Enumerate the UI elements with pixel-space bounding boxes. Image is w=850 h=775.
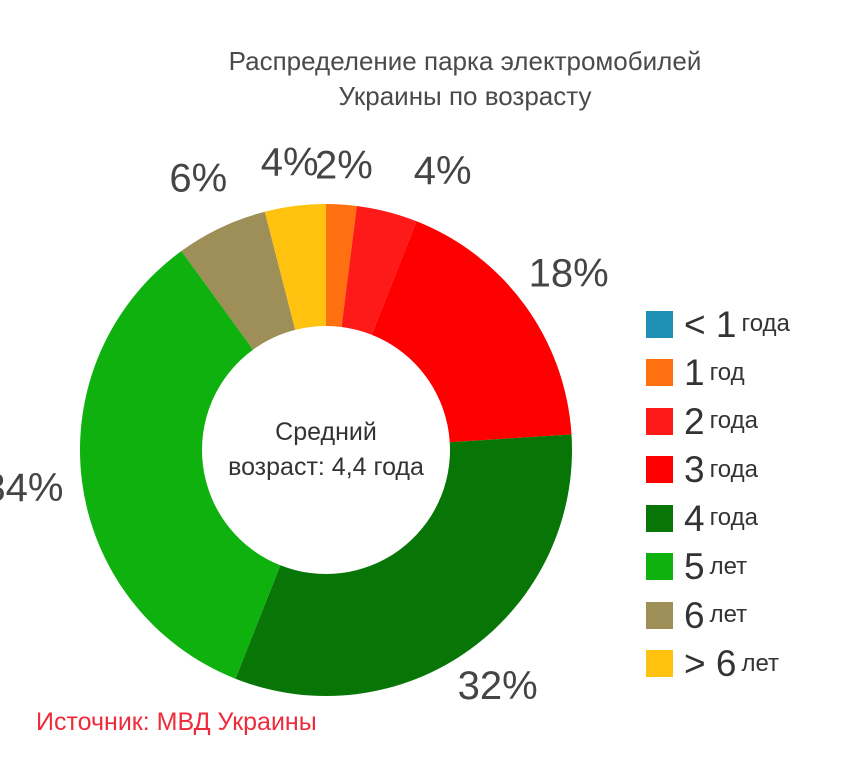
legend-label-2: 2: [684, 400, 705, 442]
legend-swatch-4: [646, 504, 673, 532]
center-label-line-2: возраст: 4,4 года: [228, 453, 424, 481]
legend-unit-5: лет: [709, 552, 748, 580]
legend-label-5: 5: [684, 546, 705, 588]
legend-unit-4: года: [709, 504, 758, 532]
slice-label-6: 6%: [169, 157, 227, 201]
legend-unit-3: года: [709, 455, 758, 483]
slice-6: [181, 211, 296, 350]
legend-swatch-3: [646, 456, 673, 484]
legend-swatch-1: [646, 359, 673, 387]
legend-label-0: < 1: [684, 303, 737, 345]
chart-legend: < 1 года 1 год 2 года 3 года 4 года 5 лет 6 лет > 6 лет: [646, 300, 790, 688]
legend-unit-0: года: [741, 310, 790, 338]
slice-4: [235, 434, 572, 697]
legend-item-7: > 6 лет: [646, 640, 790, 689]
chart-title: Распределение парка электромобилей Украи…: [150, 44, 780, 114]
legend-swatch-2: [646, 407, 673, 435]
slice-2: [341, 205, 417, 335]
slice-label-7: 4%: [261, 140, 319, 184]
legend-label-4: 4: [684, 497, 705, 539]
slice-label-2: 4%: [414, 149, 472, 193]
slice-3: [371, 221, 572, 443]
legend-item-5: 5 лет: [646, 543, 790, 592]
slice-7: [264, 204, 326, 330]
legend-unit-6: лет: [709, 601, 748, 629]
slice-label-4: 32%: [458, 664, 538, 708]
percentage-labels: 2%4%18%32%34%6%4%: [0, 140, 609, 708]
legend-unit-1: год: [709, 358, 745, 386]
donut-slices: [79, 204, 572, 697]
legend-item-4: 4 года: [646, 494, 790, 543]
legend-item-0: < 1 года: [646, 300, 790, 349]
legend-label-6: 6: [684, 594, 705, 636]
legend-item-1: 1 год: [646, 349, 790, 398]
slice-1: [326, 204, 357, 327]
legend-label-7: > 6: [684, 643, 737, 685]
slice-label-1: 2%: [315, 144, 373, 188]
legend-swatch-0: [646, 310, 673, 338]
legend-label-1: 1: [684, 352, 705, 394]
center-label-line-1: Средний: [275, 418, 377, 446]
legend-swatch-6: [646, 601, 673, 629]
legend-item-3: 3 года: [646, 446, 790, 495]
slice-5: [79, 250, 281, 679]
legend-unit-2: года: [709, 407, 758, 435]
slice-label-5: 34%: [0, 466, 63, 510]
legend-item-6: 6 лет: [646, 591, 790, 640]
legend-swatch-5: [646, 553, 673, 581]
legend-swatch-7: [646, 650, 673, 678]
chart-title-line-1: Распределение парка электромобилей: [228, 46, 702, 76]
legend-item-2: 2 года: [646, 397, 790, 446]
legend-unit-7: лет: [741, 649, 780, 677]
slice-label-3: 18%: [529, 252, 609, 296]
chart-title-line-2: Украины по возрасту: [338, 81, 592, 111]
legend-label-3: 3: [684, 449, 705, 491]
source-note: Источник: МВД Украины: [36, 708, 317, 736]
